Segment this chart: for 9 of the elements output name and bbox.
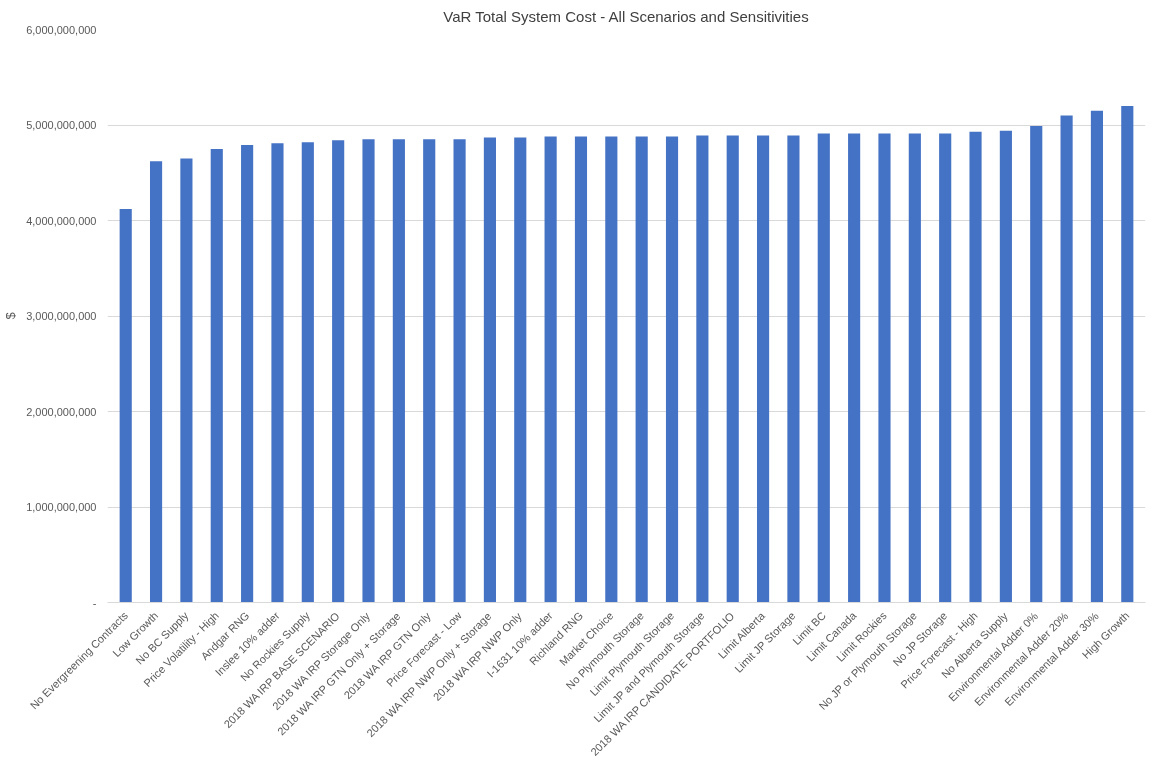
y-tick-label: 1,000,000,000 xyxy=(26,501,97,513)
y-tick-label: 4,000,000,000 xyxy=(26,214,97,227)
y-tick-label: 6,000,000,000 xyxy=(26,23,97,36)
y-tick-label: 2,000,000,000 xyxy=(26,405,97,418)
y-tick-label: 5,000,000,000 xyxy=(26,119,97,131)
chart-title: VaR Total System Cost - All Scenarios and Sensitivities xyxy=(443,7,809,25)
y-tick-label: - xyxy=(92,596,97,609)
y-axis-title: $ xyxy=(3,311,19,320)
y-tick-label: 3,000,000,000 xyxy=(26,310,97,322)
